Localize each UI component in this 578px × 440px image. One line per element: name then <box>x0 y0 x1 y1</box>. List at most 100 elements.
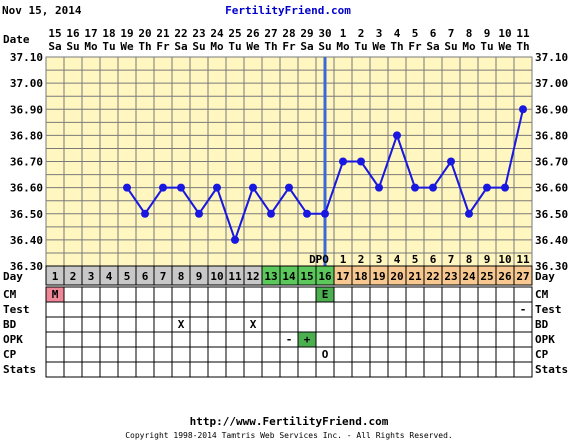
row-label-opk-right: OPK <box>535 333 555 346</box>
cp-cell <box>99 346 119 363</box>
opk-cell <box>315 331 335 348</box>
weekday-label: Mo <box>462 40 476 53</box>
header-site-title[interactable]: FertilityFriend.com <box>225 4 351 17</box>
cycle-day-number: 15 <box>300 270 313 283</box>
temperature-point[interactable] <box>411 183 419 192</box>
bd-cell <box>117 316 137 333</box>
date-label: 17 <box>84 27 97 40</box>
cm-cell <box>117 286 137 303</box>
test-cell <box>99 301 119 318</box>
temperature-point[interactable] <box>123 183 131 192</box>
cycle-day-number: 11 <box>228 270 242 283</box>
temperature-point[interactable] <box>213 183 221 192</box>
row-label-test-right: Test <box>535 303 562 316</box>
opk-cell <box>99 331 119 348</box>
cp-cell <box>45 346 65 363</box>
temperature-point[interactable] <box>393 131 401 140</box>
opk-cell <box>387 331 407 348</box>
opk-cell <box>225 331 245 348</box>
opk-cell <box>45 331 65 348</box>
opk-cell <box>207 331 227 348</box>
cycle-day-number: 24 <box>462 270 476 283</box>
date-label: 18 <box>102 27 115 40</box>
temperature-point[interactable] <box>321 209 329 218</box>
cm-cell <box>513 286 533 303</box>
temperature-point[interactable] <box>519 105 527 114</box>
date-label: 29 <box>300 27 313 40</box>
temperature-point[interactable] <box>483 183 491 192</box>
footer-url[interactable]: http://www.FertilityFriend.com <box>190 415 389 428</box>
cp-cell <box>153 346 173 363</box>
row-label-opk: OPK <box>3 333 23 346</box>
opk-value: + <box>304 333 311 346</box>
temperature-point[interactable] <box>375 183 383 192</box>
opk-cell <box>423 331 443 348</box>
row-label-test: Test <box>3 303 30 316</box>
dpo-label: 11 <box>516 253 530 266</box>
test-cell <box>423 301 443 318</box>
weekday-label: Th <box>390 40 403 53</box>
cm-value: E <box>322 288 329 301</box>
test-cell <box>297 301 317 318</box>
date-label: 28 <box>282 27 295 40</box>
temperature-point[interactable] <box>141 209 149 218</box>
y-tick-label-left: 36.50 <box>10 208 43 221</box>
date-label: 22 <box>174 27 187 40</box>
cm-cell <box>333 286 353 303</box>
temperature-point[interactable] <box>429 183 437 192</box>
test-cell <box>315 301 335 318</box>
stats-cell <box>153 361 173 378</box>
temperature-point[interactable] <box>267 209 275 218</box>
weekday-label: Tu <box>102 40 115 53</box>
stats-cell <box>333 361 353 378</box>
stats-cell <box>387 361 407 378</box>
temperature-point[interactable] <box>303 209 311 218</box>
temperature-point[interactable] <box>195 209 203 218</box>
bd-cell <box>297 316 317 333</box>
opk-cell <box>81 331 101 348</box>
temperature-point[interactable] <box>465 209 473 218</box>
stats-cell <box>81 361 101 378</box>
date-label: 21 <box>156 27 170 40</box>
date-label: 5 <box>412 27 419 40</box>
stats-cell <box>261 361 281 378</box>
cm-cell <box>99 286 119 303</box>
date-label: 19 <box>120 27 133 40</box>
stats-cell <box>477 361 497 378</box>
temperature-point[interactable] <box>285 183 293 192</box>
cycle-day-number: 9 <box>196 270 203 283</box>
temperature-point[interactable] <box>501 183 509 192</box>
stats-cell <box>243 361 263 378</box>
y-tick-label-right: 36.90 <box>535 103 568 116</box>
date-label: 15 <box>48 27 61 40</box>
temperature-point[interactable] <box>339 157 347 166</box>
temperature-point[interactable] <box>357 157 365 166</box>
weekday-label: Sa <box>174 40 187 53</box>
bd-cell <box>99 316 119 333</box>
opk-value: - <box>286 333 293 346</box>
temperature-point[interactable] <box>177 183 185 192</box>
y-tick-label-left: 36.70 <box>10 156 43 169</box>
date-label: 27 <box>264 27 277 40</box>
bd-cell <box>135 316 155 333</box>
temperature-point[interactable] <box>159 183 167 192</box>
bd-cell <box>261 316 281 333</box>
cp-cell <box>171 346 191 363</box>
temperature-point[interactable] <box>447 157 455 166</box>
cp-cell <box>135 346 155 363</box>
opk-cell <box>405 331 425 348</box>
cp-cell <box>225 346 245 363</box>
row-label-cm: CM <box>3 288 17 301</box>
weekday-label: Fr <box>408 40 422 53</box>
test-cell <box>171 301 191 318</box>
bd-cell <box>279 316 299 333</box>
temperature-point[interactable] <box>249 183 257 192</box>
date-label: 4 <box>394 27 401 40</box>
stats-cell <box>99 361 119 378</box>
cycle-day-number: 14 <box>282 270 296 283</box>
cycle-day-number: 7 <box>160 270 167 283</box>
cp-value: O <box>322 348 329 361</box>
y-tick-label-right: 37.00 <box>535 77 568 90</box>
temperature-point[interactable] <box>231 235 239 244</box>
